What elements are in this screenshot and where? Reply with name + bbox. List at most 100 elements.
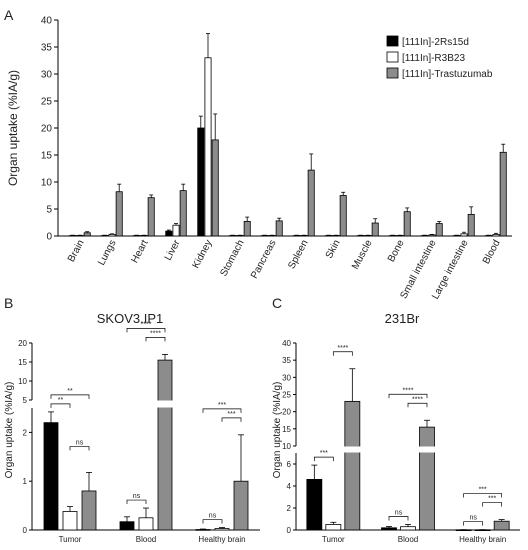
panel-c-sig-bracket [332,351,353,356]
panel-c-bar-break-gap [343,446,361,453]
panel-a-bar-bone-s2 [403,211,411,237]
panel-a-xtick-lungs: Lungs [96,238,119,267]
panel-b-bar-healthy-brain-s0 [195,529,211,531]
panel-a-ytick-label: 15 [41,151,53,162]
panel-c-xtick-healthy-brain: Healthy brain [459,535,506,544]
panel-b-sig-label: **** [150,330,161,337]
panel-a-bar-liver-s0 [165,230,173,237]
panel-b-sig-label: **** [141,321,152,328]
panel-c-sig-bracket [313,456,334,462]
panel-b-sig-bracket [221,417,242,422]
panel-b-sig-label: *** [227,411,235,418]
panel-c-sig-bracket [463,493,503,498]
legend-label-trastuzumab: [111In]-Trastuzumab [402,69,493,80]
panel-b-bar-healthy-brain-s2 [233,480,249,531]
panel-b-ylabel: Organ uptake (%IA/g) [4,382,15,479]
panel-a-xtick-bone: Bone [386,238,407,264]
panel-b-bar-healthy-brain-s1 [214,528,230,531]
panel-c-sig-label: ns [395,510,403,517]
panel-a-bar-small-intestine-s2 [435,223,443,237]
panel-c-sig-bracket [407,402,428,408]
panel-b-bar-break-gap [157,400,173,408]
panel-letter-a: A [4,7,14,23]
panel-a-bar-stomach-s2 [243,221,251,237]
panel-a-ytick-label: 25 [41,97,53,108]
panel-c-ytick-label: 40 [282,339,291,348]
panel-c-sig-label: **** [403,387,414,394]
panel-a-bar-liver-s2 [179,190,187,237]
panel-b-bar-blood-s0 [119,521,135,531]
panel-c-title: 231Br [385,311,420,326]
legend-label-r3b23: [111In]-R3B23 [402,53,465,64]
legend-swatch-trastuzumab [386,67,399,79]
panel-c-ytick-label: 35 [282,356,291,365]
legend: [111In]-2Rs15d [111In]-R3B23 [111In]-Tra… [386,35,493,80]
panel-b-title: SKOV3.IP1 [97,311,163,326]
panel-a-ytick-label: 35 [41,43,53,54]
panel-b-bar-blood-s1 [138,517,154,531]
panel-a-bar-lungs-s1 [108,233,116,237]
panel-c-bar-break-gap [418,446,436,453]
panel-c-xtick-blood: Blood [398,535,418,544]
panel-c-bar-blood-s2 [419,426,435,531]
panel-a-bar-kidney-s2 [211,139,219,237]
panel-b-ytick-label: 20 [18,339,27,348]
panel-c-bar-tumor-s0 [306,478,323,531]
panel-b-sig-bracket [145,337,166,342]
panel-c-ytick-label: 2 [287,504,292,513]
panel-b-bar-tumor-s1 [62,511,78,531]
panel-c-ytick-label: 25 [282,391,291,400]
panel-b-ytick-label: 1 [23,477,28,486]
panel-b-sig-bracket [126,499,147,505]
panel-a-ytick-label: 30 [41,70,53,81]
panel-a-bar-lungs-s2 [115,191,123,237]
panel-c-ytick-label: 0 [287,526,292,535]
panel-c-sig-label: *** [320,450,328,457]
panel-a-bar-liver-s1 [172,224,180,237]
panel-c-ytick-label: 4 [287,482,292,491]
panel-c-xtick-tumor: Tumor [322,535,345,544]
panel-a-xtick-kidney: Kidney [191,238,215,270]
panel-a-bar-pancreas-s2 [275,220,283,237]
panel-b-sig-bracket [202,408,242,413]
panel-a-xtick-pancreas: Pancreas [249,238,279,280]
panel-a-xtick-skin: Skin [324,238,343,260]
panel-a-ytick-label: 5 [46,205,52,216]
panel-a-bar-muscle-s2 [371,222,379,237]
panel-c-bar-tumor-s1 [325,524,342,531]
panel-a-ylabel: Organ uptake (%IA/g) [6,70,20,186]
legend-swatch-r3b23 [386,51,399,63]
panel-b-sig-label: *** [218,402,226,409]
panel-c-sig-bracket [388,516,409,521]
panel-a-ytick-label: 10 [41,178,53,189]
legend-swatch-2rs15d [386,35,399,47]
panel-c-sig-label: *** [479,487,487,494]
panel-a-bar-large-intestine-s1 [460,233,468,237]
panel-a-bar-kidney-s1 [204,57,212,237]
panel-c-bar-blood-s1 [400,526,416,531]
panel-c-bar-blood-s0 [381,527,397,531]
panel-c-ytick-label: 15 [282,425,291,434]
panel-c-ytick-label: 30 [282,373,291,382]
panel-b-sig-label: ns [133,493,141,500]
panel-a-bar-spleen-s2 [307,169,315,237]
panel-c-sig-label: *** [488,496,496,503]
panel-a-xtick-brain: Brain [66,238,87,264]
panel-a-ytick-label: 20 [41,124,53,135]
panel-c-bar-tumor-s2 [344,400,361,531]
panel-a-xtick-liver: Liver [163,238,183,263]
panel-b-xtick-tumor: Tumor [59,535,82,544]
panel-c-sig-bracket [482,502,503,507]
panel-a-bar-brain-s2 [83,232,91,237]
panel-a-xtick-stomach: Stomach [218,238,246,278]
panel-a-xtick-muscle: Muscle [350,238,375,272]
panel-c-sig-bracket [463,521,484,526]
panel-b-ytick-label: 10 [18,377,27,386]
panel-b-xtick-healthy-brain: Healthy brain [198,535,245,544]
panel-b-bar-tumor-s2 [81,490,97,531]
panel-a-bar-blood-s1 [492,233,500,237]
panel-b-sig-bracket [69,446,90,451]
panel-a-bar-kidney-s0 [197,127,205,237]
panel-c-sig-label: **** [337,345,348,352]
